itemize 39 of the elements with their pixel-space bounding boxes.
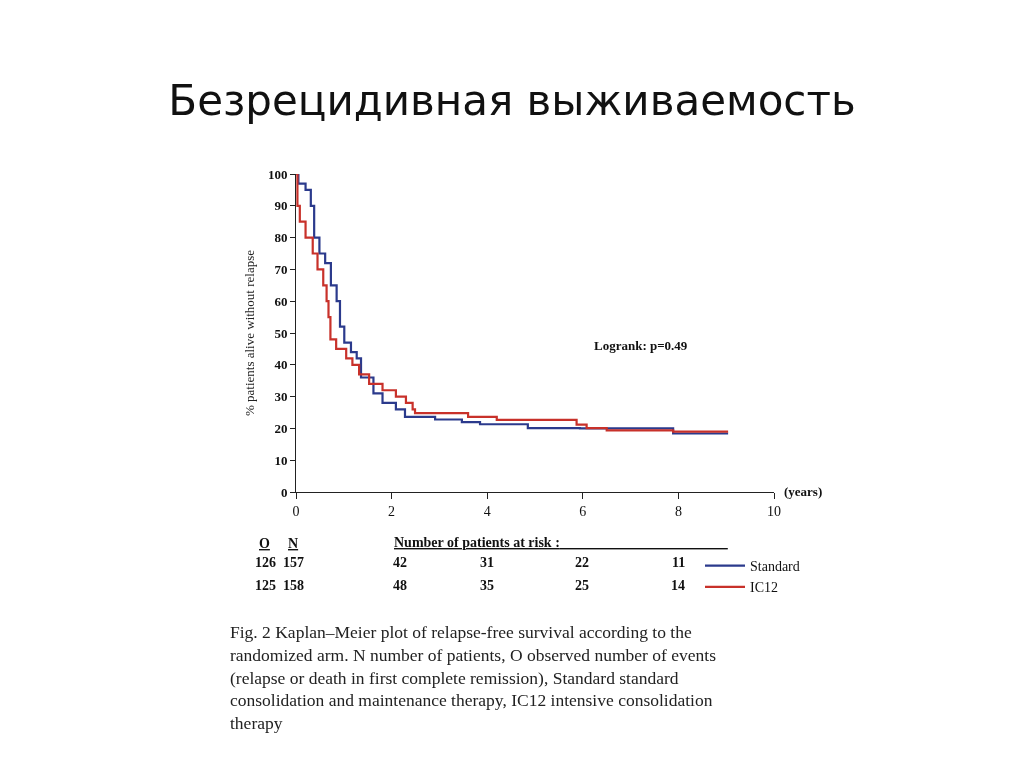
- y-tick-label: 40: [274, 357, 288, 373]
- text: 22: [575, 555, 589, 570]
- text: 48: [393, 578, 407, 593]
- y-tick-label: 50: [274, 325, 288, 341]
- x-axis-title: (years): [784, 484, 823, 499]
- text: 125: [255, 578, 276, 593]
- x-tick-label: 0: [292, 503, 300, 519]
- text: 42: [393, 555, 407, 570]
- y-tick-label: 90: [274, 198, 288, 214]
- text: Number of patients at risk :: [394, 535, 560, 550]
- annotation: Logrank: p=0.49: [594, 338, 688, 353]
- legend-label: IC12: [750, 580, 778, 596]
- x-tick-label: 4: [483, 503, 491, 519]
- text: 158: [283, 578, 304, 593]
- text: 157: [283, 555, 304, 570]
- x-tick-label: 6: [579, 503, 587, 519]
- text: N: [288, 536, 299, 551]
- legend-label: Standard: [750, 559, 800, 575]
- y-tick-label: 60: [274, 293, 288, 309]
- y-axis-title: % patients alive without relapse: [241, 249, 257, 417]
- y-tick-label: 70: [274, 261, 288, 277]
- y-tick-label: 0: [280, 484, 288, 500]
- x-tick-label: 2: [388, 503, 396, 519]
- y-tick-label: 100: [267, 166, 288, 182]
- text: 126: [255, 555, 276, 570]
- y-tick-label: 80: [274, 230, 288, 246]
- text: 25: [575, 578, 589, 593]
- x-tick-label: 10: [767, 503, 781, 519]
- text: 14: [671, 578, 685, 593]
- y-tick-label: 30: [274, 389, 288, 405]
- text: O: [259, 536, 270, 551]
- y-tick-label: 20: [274, 420, 288, 436]
- x-tick-label: 8: [674, 503, 682, 519]
- y-tick-label: 10: [274, 452, 288, 468]
- chart-title: Безрецидивная выживаемость: [168, 75, 856, 125]
- caption: Fig. 2 Kaplan–Meier plot of relapse-free survival according to the randomized arm. N number of patients, O observed number of events (relapse or death in first complete remission), Standard standard consolidation and maintenance therapy, IC12 intensive consolidation therapy: [230, 622, 717, 733]
- text: 35: [480, 578, 494, 593]
- text: 11: [672, 555, 686, 570]
- text: 31: [480, 555, 494, 570]
